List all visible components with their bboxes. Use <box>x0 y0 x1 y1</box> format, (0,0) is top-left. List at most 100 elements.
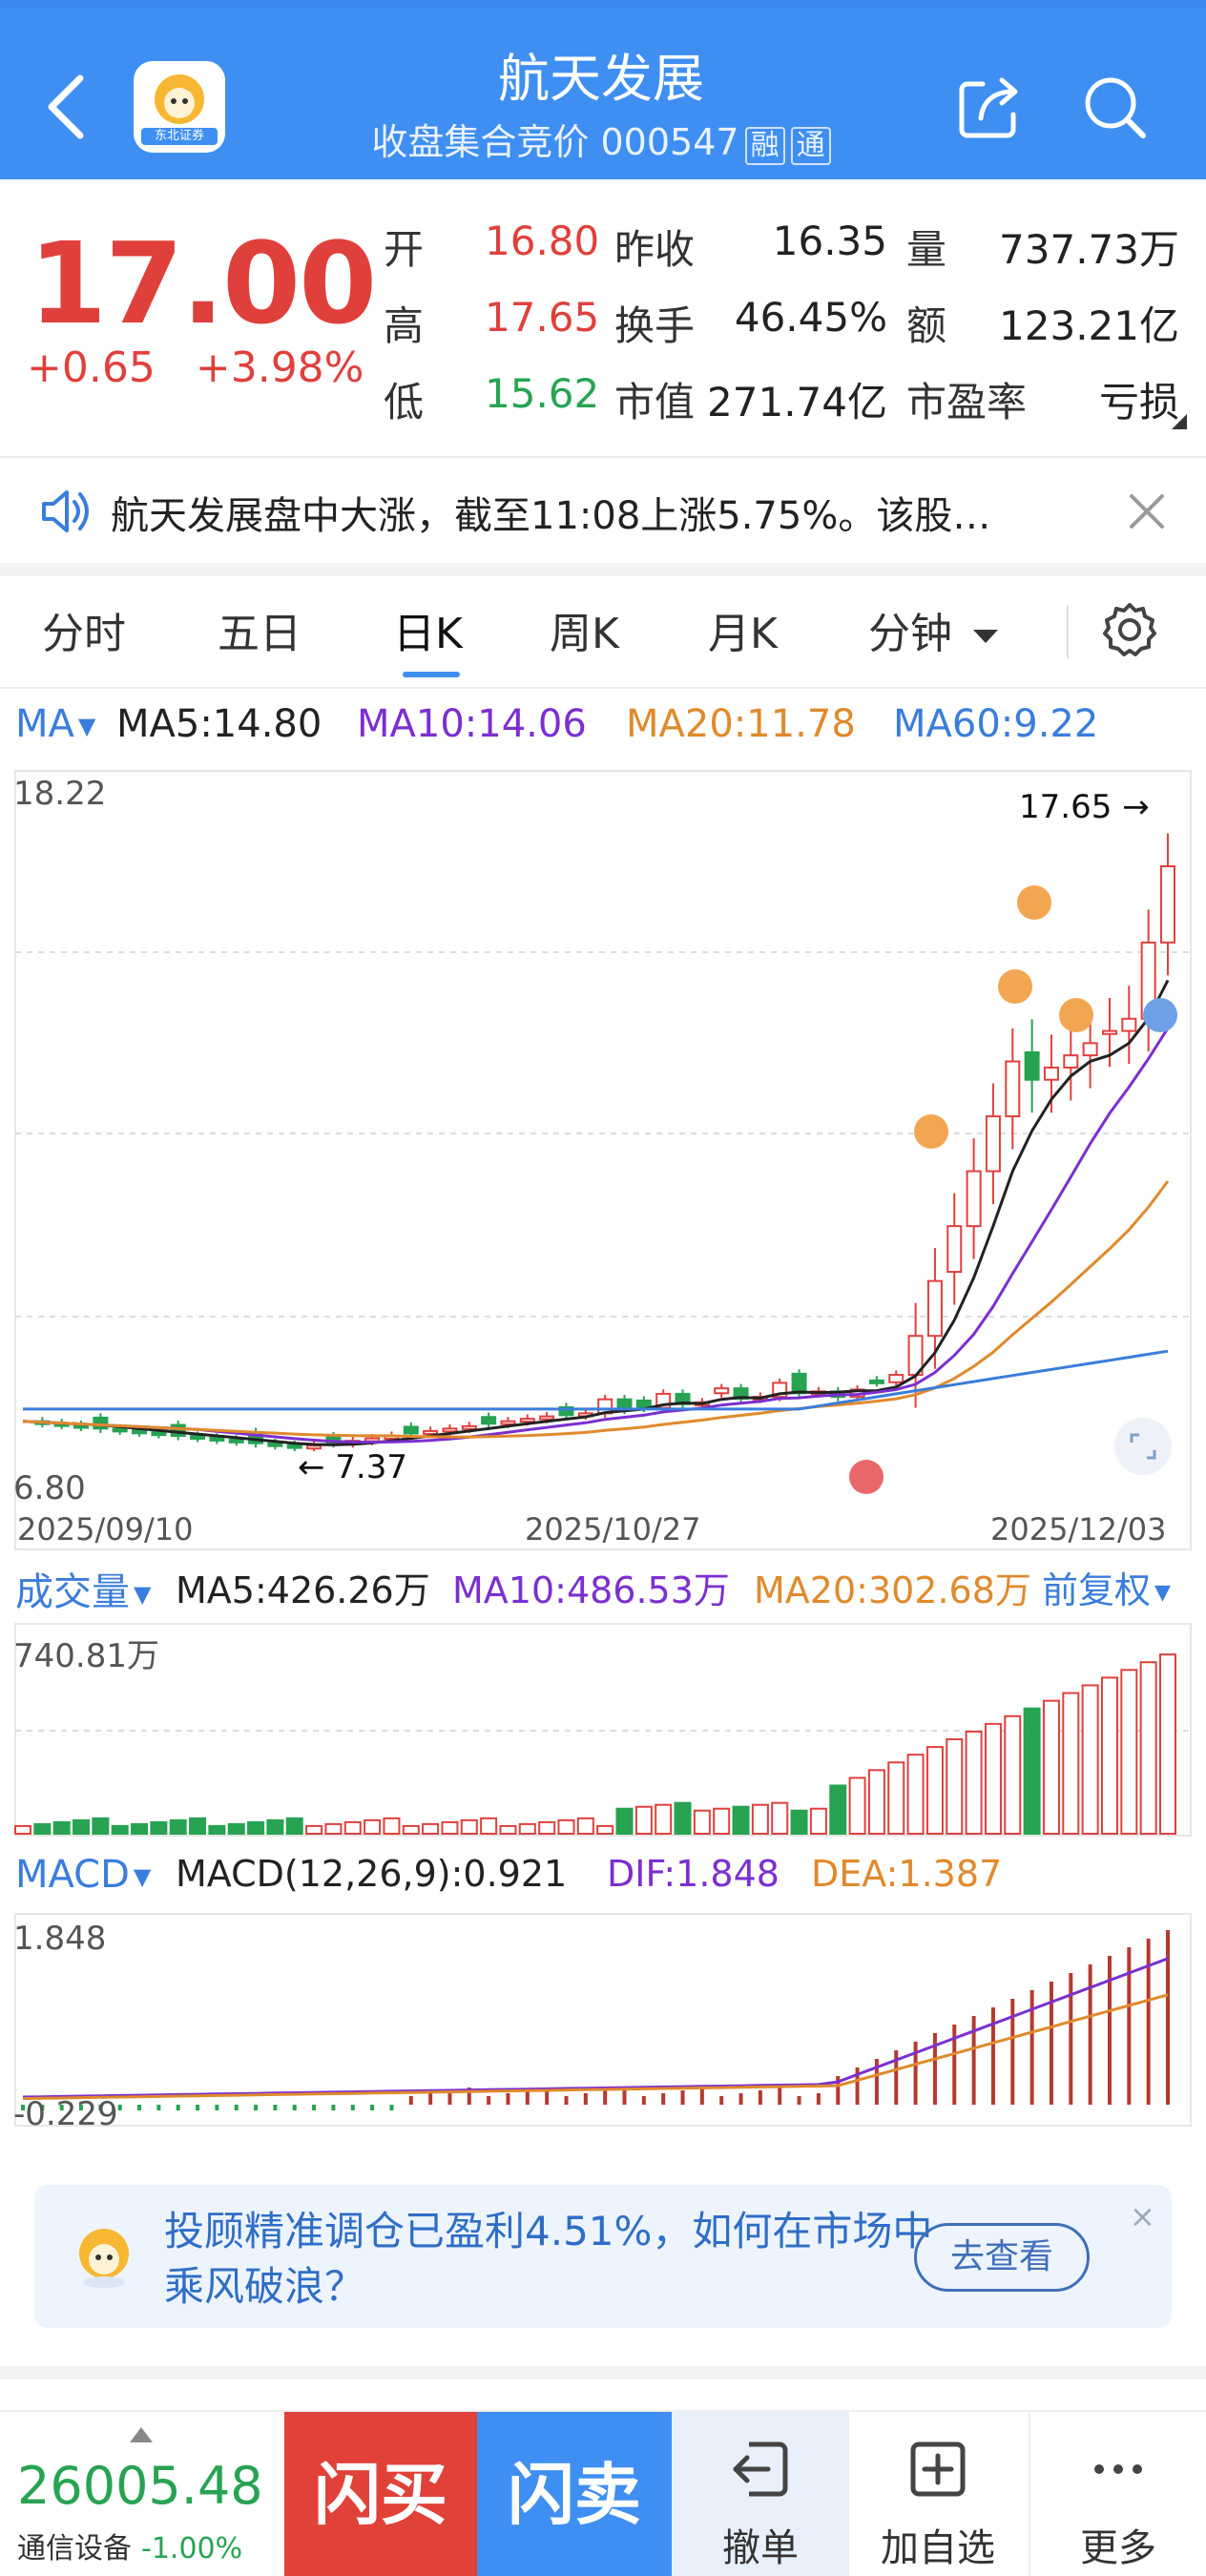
news-ticker[interactable]: 航天发展盘中大涨，截至11:08上涨5.75%。该股… <box>0 458 1206 563</box>
flash-sell-button[interactable]: 闪卖 <box>477 2412 672 2576</box>
volume-bar <box>189 1817 207 1835</box>
expand-corner-icon[interactable] <box>1172 414 1187 429</box>
volume-bar <box>383 1817 401 1835</box>
macd-legend-toggle[interactable]: MACD ▼ <box>15 1853 151 1897</box>
volume-bar <box>1062 1692 1080 1836</box>
candle-body <box>228 1438 244 1444</box>
candle-body <box>985 1115 1001 1173</box>
volume-bar <box>1139 1661 1157 1835</box>
tab-divider <box>1067 605 1069 658</box>
adjust-toggle[interactable]: 前复权 ▼ <box>1042 1561 1171 1613</box>
volume-bar <box>848 1776 866 1836</box>
tab-daily-k[interactable]: 日K <box>393 610 463 658</box>
news-text[interactable]: 航天发展盘中大涨，截至11:08上涨5.75%。该股… <box>111 494 991 538</box>
ma10-line <box>22 1027 1170 1444</box>
candle-body <box>93 1416 109 1430</box>
ma10-legend: MA10:14.06 <box>357 702 587 746</box>
candle-body <box>966 1170 982 1228</box>
volume-bar <box>713 1807 731 1835</box>
volume-bar <box>1023 1707 1041 1835</box>
trade-marker <box>1059 998 1093 1032</box>
macd-frame <box>14 1913 1192 2127</box>
close-icon[interactable] <box>1126 490 1168 532</box>
trade-marker <box>998 969 1032 1004</box>
volume-bar <box>1042 1699 1060 1835</box>
open-label: 开 <box>384 226 425 273</box>
connect-tag: 通 <box>790 127 831 165</box>
index-value[interactable]: 26005.48 <box>17 2456 263 2516</box>
banner-text: 投顾精准调仓已盈利4.51%，如何在市场中乘风破浪？ <box>164 2208 933 2310</box>
ma20-line <box>22 1180 1170 1439</box>
candle-body <box>1121 1017 1137 1032</box>
tab-weekly-k[interactable]: 周K <box>550 610 619 658</box>
volume-bar <box>364 1818 382 1835</box>
flash-buy-button[interactable]: 闪买 <box>284 2412 477 2576</box>
candle-body <box>423 1429 439 1435</box>
candle-body <box>151 1431 167 1437</box>
volume-bar <box>208 1824 226 1836</box>
prev-close-value: 16.35 <box>772 218 887 264</box>
candle-body <box>132 1429 148 1435</box>
candle-body <box>1024 1050 1040 1081</box>
banner-close-icon[interactable]: × <box>1130 2198 1155 2234</box>
candle-body <box>267 1442 283 1447</box>
candle-body <box>1101 1029 1117 1035</box>
date-start: 2025/09/10 <box>17 1511 194 1548</box>
open-value: 16.80 <box>485 218 600 264</box>
add-watchlist-button[interactable]: 加自选 <box>849 2412 1027 2576</box>
cancel-order-button[interactable]: 撤单 <box>672 2412 849 2576</box>
index-change: -1.00% <box>141 2532 243 2566</box>
volume-bar <box>131 1822 149 1836</box>
more-button[interactable]: 更多 <box>1029 2412 1206 2576</box>
tab-minute[interactable]: 分钟 <box>868 599 1000 660</box>
search-icon[interactable] <box>1078 71 1151 143</box>
stock-title: 航天发展 <box>498 49 704 109</box>
change-percent: +3.98% <box>195 343 364 392</box>
volume-legend-toggle[interactable]: 成交量 ▼ <box>15 1561 151 1616</box>
plus-square-icon <box>910 2441 966 2497</box>
stock-charts[interactable] <box>0 0 1206 2156</box>
prev-close-label: 昨收 <box>614 226 696 273</box>
kline-y-min: 6.80 <box>13 1469 86 1507</box>
buy-marker <box>849 1460 884 1494</box>
tab-intraday[interactable]: 分时 <box>42 610 126 658</box>
fullscreen-button[interactable] <box>1114 1418 1172 1475</box>
volume-bar <box>867 1769 885 1835</box>
volume-bar <box>92 1817 110 1835</box>
ma60-line <box>23 1349 1169 1411</box>
broker-logo: 东北证券 <box>134 61 225 153</box>
index-expand-icon[interactable] <box>130 2427 153 2442</box>
price-change: +0.65 +3.98% <box>27 343 364 392</box>
tab-five-day[interactable]: 五日 <box>218 610 302 658</box>
volume-bar <box>227 1822 245 1836</box>
view-button[interactable]: 去查看 <box>914 2223 1090 2292</box>
volume-bar <box>33 1822 52 1836</box>
ma-legend-toggle[interactable]: MA ▼ <box>15 702 95 746</box>
status-strip <box>0 0 1206 8</box>
high-label: 高 <box>384 302 425 349</box>
advisor-banner[interactable]: 投顾精准调仓已盈利4.51%，如何在市场中乘风破浪？ 去查看 × <box>34 2185 1172 2328</box>
volume-bar <box>402 1824 420 1836</box>
volume-bar <box>150 1820 168 1836</box>
vol-ma20-legend: MA20:302.68万 <box>754 1569 1031 1611</box>
candle-body <box>1063 1054 1079 1069</box>
market-cap-value: 271.74亿 <box>707 379 887 426</box>
header-bar: 东北证券 航天发展 收盘集合竞价 000547 融通 <box>0 0 1206 179</box>
tab-monthly-k[interactable]: 月K <box>708 610 778 658</box>
candle-body <box>868 1379 884 1384</box>
more-label: 更多 <box>1080 2526 1156 2570</box>
sell-marker <box>1143 998 1177 1032</box>
gear-icon[interactable] <box>1099 599 1160 660</box>
date-end: 2025/12/03 <box>990 1511 1167 1548</box>
back-icon[interactable] <box>38 69 95 145</box>
dea-value: DEA:1.387 <box>811 1853 1003 1895</box>
amount-value: 123.21亿 <box>999 302 1179 349</box>
candle-body <box>461 1424 477 1430</box>
volume-bar <box>887 1761 905 1836</box>
candle-body <box>926 1279 943 1338</box>
volume-bar <box>324 1822 343 1836</box>
last-price: 17.00 <box>29 218 377 349</box>
high-marker-value: 17.65 <box>1019 788 1112 826</box>
dif-line <box>22 1957 1169 2099</box>
share-icon[interactable] <box>954 71 1027 143</box>
